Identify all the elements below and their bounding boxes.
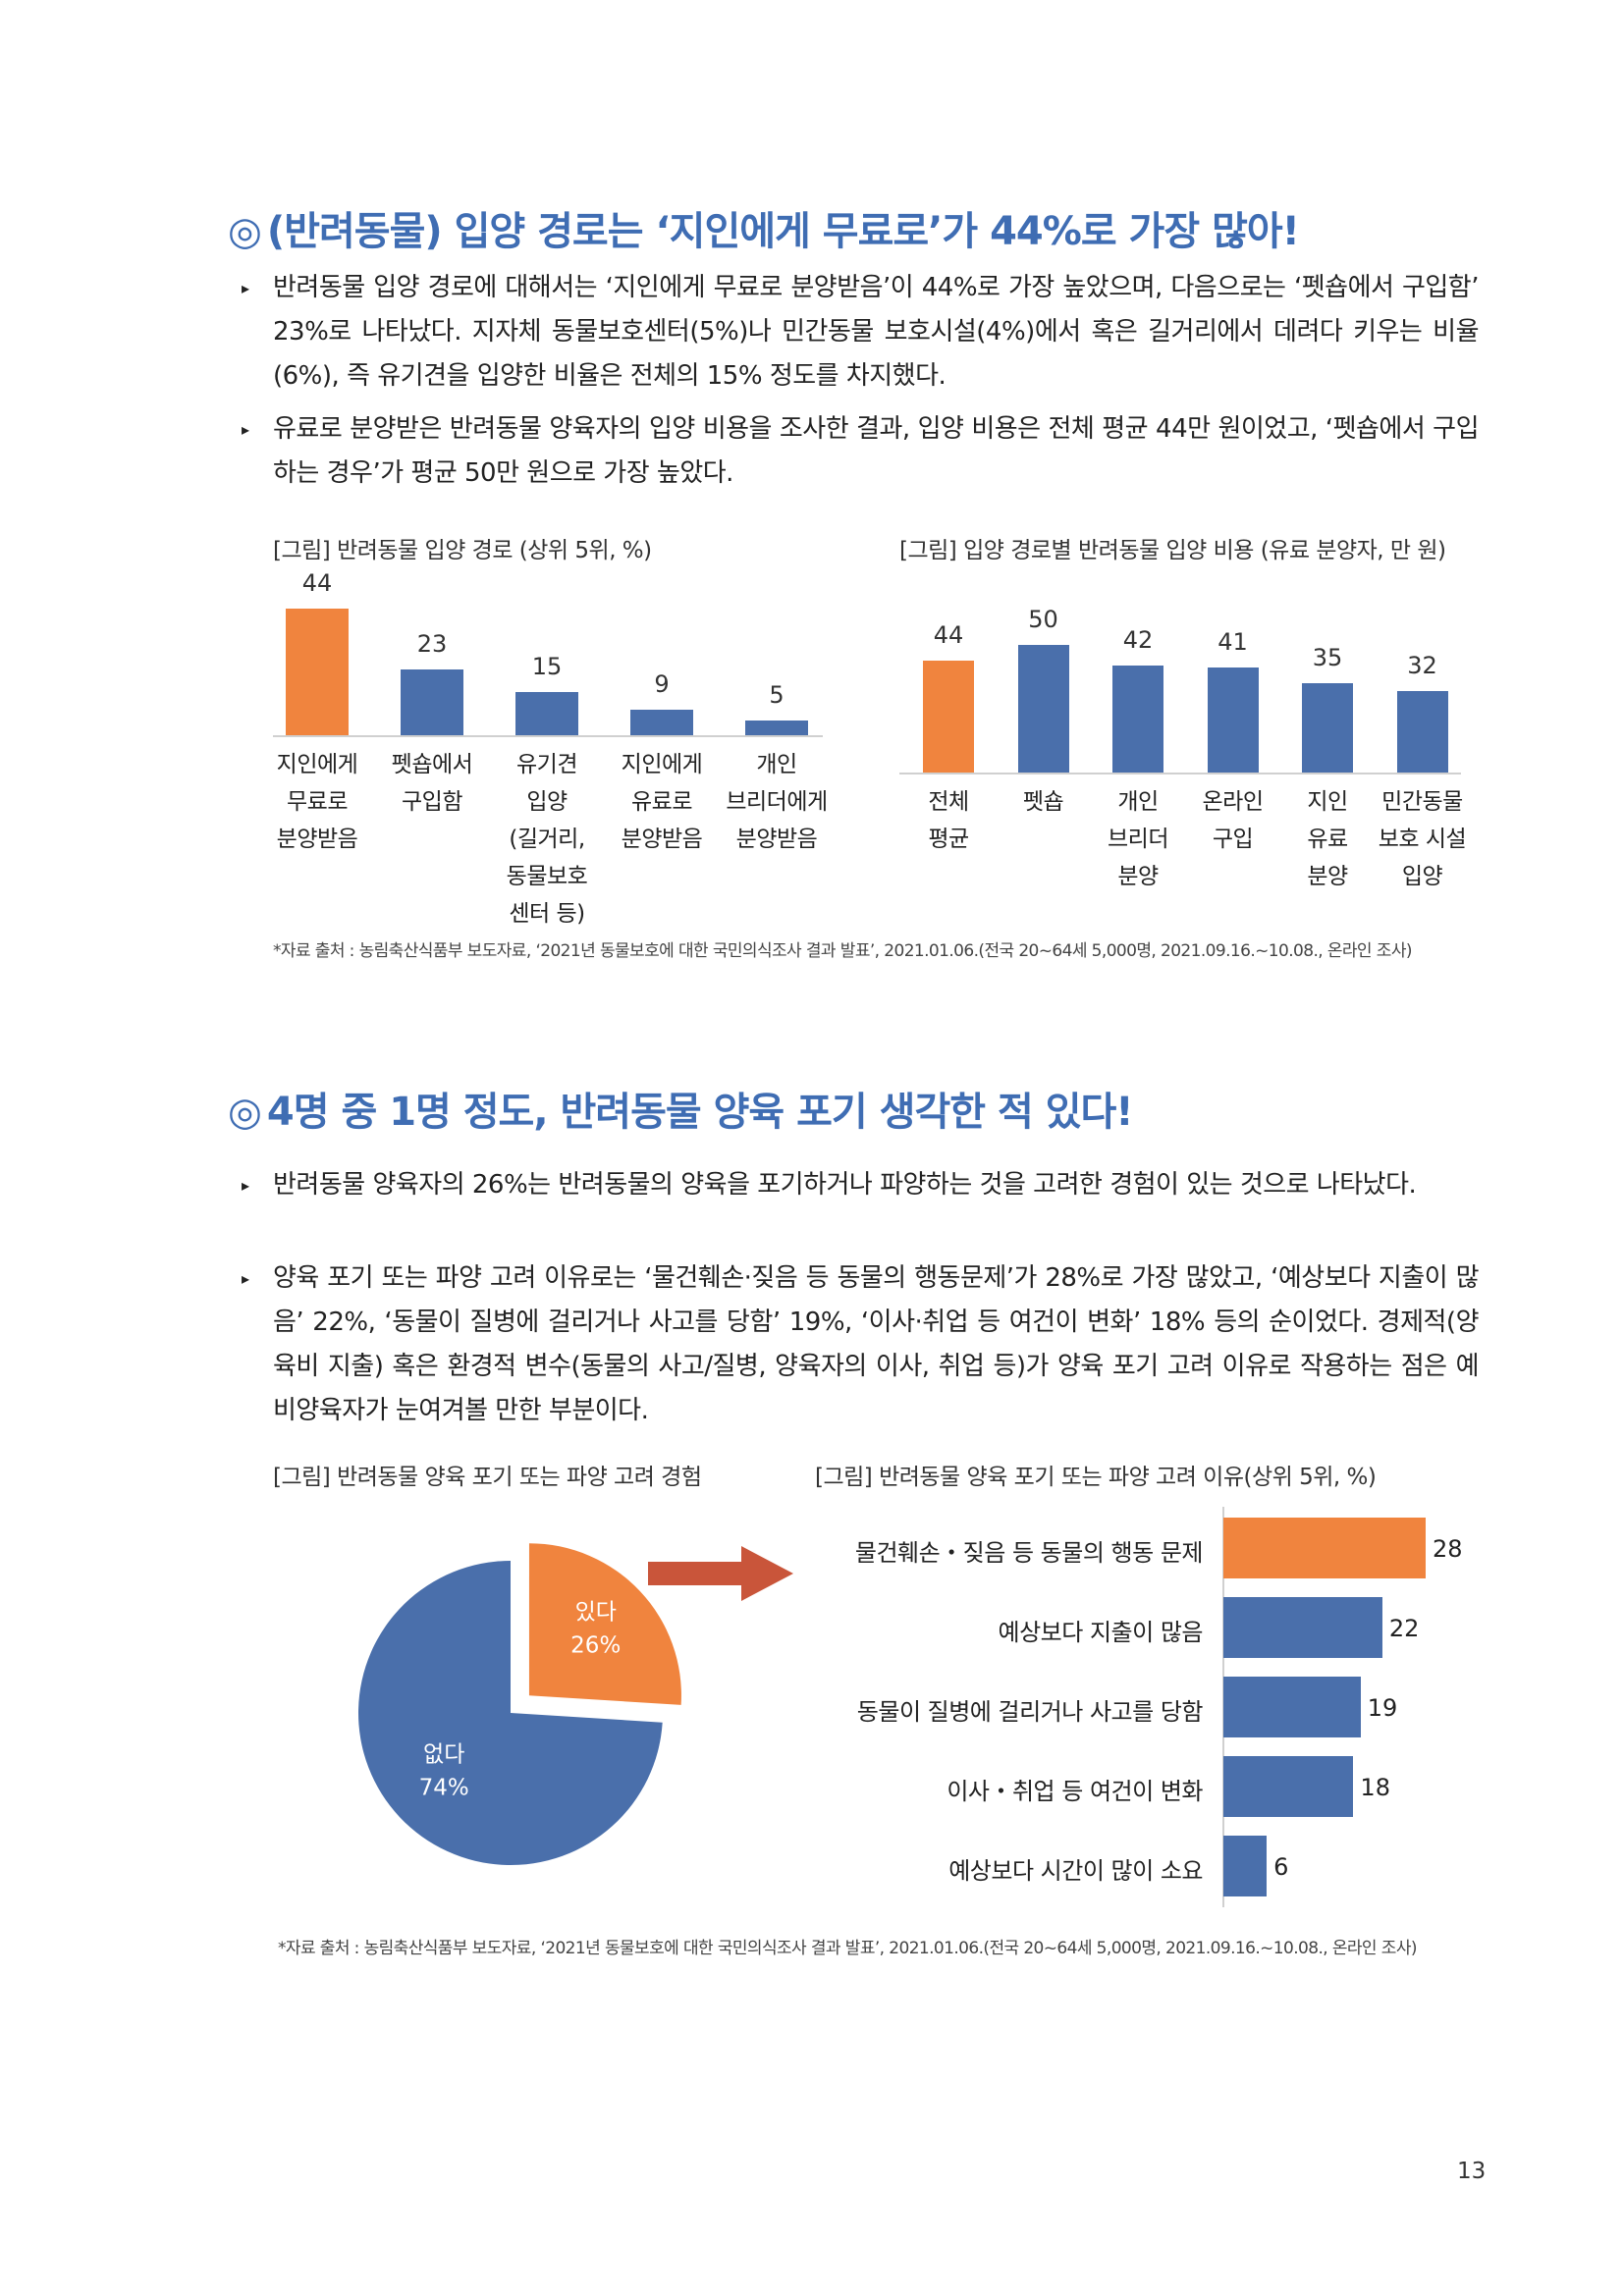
section2-source: *자료 출처 : 농림축산식품부 보도자료, ‘2021년 동물보호에 대한 국…: [278, 1939, 1417, 1958]
chart-bar: [1207, 667, 1259, 773]
data-label: 9: [654, 669, 670, 698]
section2-bullet-1: ▸ 반려동물 양육자의 26%는 반려동물의 양육을 포기하거나 파양하는 것을…: [242, 1163, 1479, 1207]
pie-label: 있다: [575, 1600, 617, 1626]
section1-bullet-1: ▸ 반려동물 입양 경로에 대해서는 ‘지인에게 무료로 분양받음’이 44%로…: [242, 266, 1480, 399]
data-label: 50: [1028, 606, 1058, 633]
pie-label: 없다: [423, 1742, 464, 1768]
chart-bar: [1223, 1836, 1268, 1896]
section2-bullet-1-text: 반려동물 양육자의 26%는 반려동물의 양육을 포기하거나 파양하는 것을 고…: [273, 1170, 1417, 1200]
section2-bullet-2-text: 양육 포기 또는 파양 고려 이유로는 ‘물건훼손·짖음 등 동물의 행동문제’…: [273, 1263, 1480, 1425]
category-label: 지인 유료 분양: [1307, 789, 1348, 889]
data-label: 19: [1367, 1694, 1398, 1722]
chart-abandon-experience-pie: 있다 26% 없다 74%: [357, 1543, 681, 1865]
category-label: 펫숍에서 구입함: [391, 752, 473, 815]
chart-bar: [1223, 1597, 1382, 1658]
category-label: 물건훼손・짖음 등 동물의 행동 문제: [854, 1539, 1204, 1567]
page-number: 13: [1457, 2159, 1487, 2184]
data-label: 28: [1433, 1535, 1463, 1563]
chart1-title: [그림] 반려동물 입양 경로 (상위 5위, %): [273, 538, 652, 563]
chart-bar: [1223, 1756, 1354, 1817]
chart-bar: [515, 692, 578, 735]
category-label: 펫숍: [1022, 789, 1064, 815]
bullet-triangle-icon: ▸: [242, 1176, 249, 1195]
data-label: 22: [1388, 1615, 1420, 1642]
bullet-triangle-icon: ▸: [242, 420, 249, 439]
data-label: 6: [1273, 1853, 1289, 1881]
chart-bar: [745, 721, 808, 735]
category-label: 민간동물 보호 시설 입양: [1378, 789, 1467, 889]
category-label: 온라인 구입: [1202, 789, 1264, 852]
section1-heading: ◎ (반려동물) 입양 경로는 ‘지인에게 무료로’가 44%로 가장 많아!: [228, 199, 1300, 256]
data-label: 41: [1217, 628, 1248, 657]
section2-heading: ◎ 4명 중 1명 정도, 반려동물 양육 포기 생각한 적 있다!: [228, 1080, 1134, 1137]
data-label: 5: [769, 681, 784, 710]
category-label: 동물이 질병에 걸리거나 사고를 당함: [856, 1698, 1204, 1726]
section1-bullet-2-text: 유료로 분양받은 반려동물 양육자의 입양 비용을 조사한 결과, 입양 비용은…: [273, 414, 1480, 488]
chart-baseline: [899, 773, 1461, 774]
category-label: 이사・취업 등 여건이 변화: [947, 1778, 1203, 1805]
section1-heading-text: (반려동물) 입양 경로는 ‘지인에게 무료로’가 44%로 가장 많아!: [266, 209, 1300, 254]
chart-bar: [401, 668, 463, 735]
section1-bullet-2: ▸ 유료로 분양받은 반려동물 양육자의 입양 비용을 조사한 결과, 입양 비…: [242, 407, 1480, 496]
data-label: 15: [531, 653, 563, 681]
category-label: 예상보다 지출이 많음: [998, 1619, 1204, 1646]
pie-value-label: 26%: [570, 1633, 621, 1659]
data-label: 44: [933, 620, 964, 649]
section2-heading-text: 4명 중 1명 정도, 반려동물 양육 포기 생각한 적 있다!: [266, 1090, 1134, 1135]
chart-bar: [1112, 665, 1163, 773]
category-label: 유기견 입양 (길거리, 동물보호 센터 등): [506, 752, 588, 927]
data-label: 32: [1407, 651, 1437, 679]
pie-slice-yes: [528, 1543, 681, 1705]
chart-bar: [630, 709, 693, 735]
bullet-triangle-icon: ▸: [242, 1269, 249, 1288]
chart-bar: [286, 609, 349, 735]
section1-bullet-1-text: 반려동물 입양 경로에 대해서는 ‘지인에게 무료로 분양받음’이 44%로 가…: [273, 273, 1480, 391]
pie-slice-no: [357, 1561, 663, 1865]
section1-heading-mark: ◎: [228, 209, 262, 254]
chart-bar: [1223, 1518, 1426, 1578]
chart-bar: [1017, 645, 1069, 773]
chart-bar: [1223, 1677, 1361, 1737]
category-label: 지인에게 유료로 분양받음: [621, 752, 703, 852]
section1-source: *자료 출처 : 농림축산식품부 보도자료, ‘2021년 동물보호에 대한 국…: [273, 941, 1412, 961]
category-label: 전체 평균: [928, 789, 969, 852]
category-label: 예상보다 시간이 많이 소요: [948, 1857, 1203, 1885]
pie-value-label: 74%: [419, 1776, 469, 1801]
category-label: 개인 브리더에게 분양받음: [726, 752, 828, 852]
chart-bar: [1396, 690, 1448, 773]
chart-bar: [923, 660, 974, 773]
right-arrow-icon: [648, 1546, 793, 1601]
chart-bar: [1302, 683, 1353, 773]
chart3-title: [그림] 반려동물 양육 포기 또는 파양 고려 경험: [273, 1465, 702, 1490]
data-label: 23: [416, 629, 448, 658]
data-label: 35: [1312, 644, 1343, 671]
section2-heading-mark: ◎: [228, 1090, 262, 1135]
category-label: 개인 브리더 분양: [1108, 789, 1168, 889]
data-label: 18: [1360, 1774, 1390, 1801]
data-label: 44: [301, 569, 333, 597]
data-label: 42: [1122, 625, 1154, 654]
chart2-title: [그림] 입양 경로별 반려동물 입양 비용 (유료 분양자, 만 원): [899, 538, 1446, 563]
bullet-triangle-icon: ▸: [242, 279, 249, 297]
category-label: 지인에게 무료로 분양받음: [276, 752, 358, 852]
chart4-title: [그림] 반려동물 양육 포기 또는 파양 고려 이유(상위 5위, %): [815, 1465, 1377, 1490]
chart-baseline: [273, 735, 823, 737]
section2-bullet-2: ▸ 양육 포기 또는 파양 고려 이유로는 ‘물건훼손·짖음 등 동물의 행동문…: [242, 1256, 1480, 1433]
